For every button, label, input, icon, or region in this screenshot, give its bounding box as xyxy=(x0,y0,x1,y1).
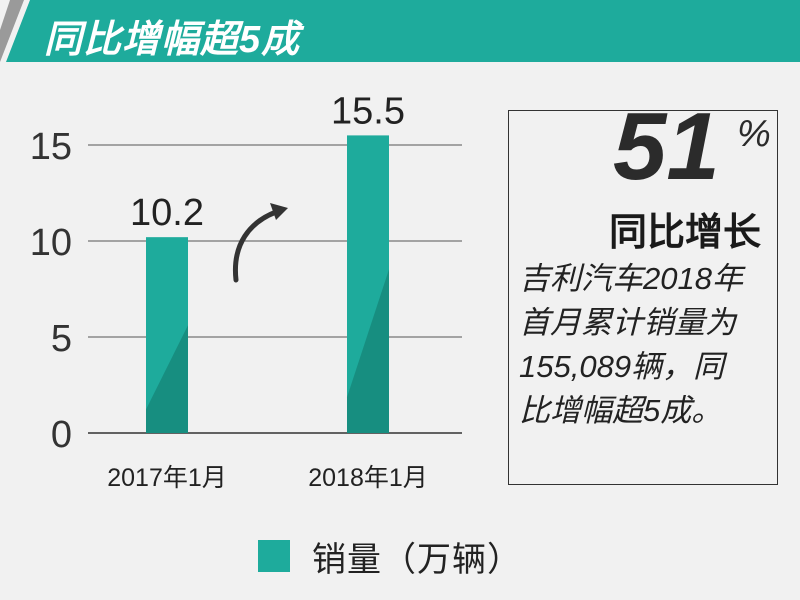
y-tick-label: 0 xyxy=(51,414,72,456)
data-label: 15.5 xyxy=(331,90,405,132)
callout-line: 首月累计销量为 xyxy=(519,305,736,340)
data-labels: 10.2 15.5 xyxy=(130,90,405,234)
legend: 销量（万辆） xyxy=(258,536,522,579)
callout-line: 吉利汽车2018年 xyxy=(519,261,743,296)
chart-title: 同比增幅超5成 xyxy=(44,19,301,61)
callout-description: 吉利汽车2018年 首月累计销量为 155,089辆，同 比增幅超5成。 xyxy=(519,257,771,433)
growth-percentage: 51 xyxy=(613,93,720,200)
callout-line: 比增幅超5成。 xyxy=(519,393,723,428)
x-axis-ticks: 2017年1月 2018年1月 xyxy=(107,464,428,492)
data-label: 10.2 xyxy=(130,192,204,234)
bars xyxy=(146,135,389,433)
percent-sign: % xyxy=(737,113,771,155)
x-tick-label: 2017年1月 xyxy=(107,464,227,492)
x-tick-label: 2018年1月 xyxy=(308,464,428,492)
bar-shade xyxy=(146,325,188,433)
bar-chart: 0 5 10 15 10.2 15.5 2017年1月 2018年1月 xyxy=(30,90,462,492)
grid-lines xyxy=(88,144,462,434)
y-axis-ticks: 0 5 10 15 xyxy=(30,126,72,456)
callout-line: 155,089辆，同 xyxy=(519,349,725,384)
callout-box: 51 % 同比增长 吉利汽车2018年 首月累计销量为 155,089辆，同 比… xyxy=(508,99,778,485)
y-tick-label: 5 xyxy=(51,318,72,360)
header-band xyxy=(0,0,800,62)
header-banner: 同比增幅超5成 xyxy=(0,0,800,62)
y-tick-label: 10 xyxy=(30,222,72,264)
yoy-growth-label: 同比增长 xyxy=(609,212,762,254)
legend-label: 销量（万辆） xyxy=(312,540,522,579)
y-tick-label: 15 xyxy=(30,126,72,168)
bar-shade xyxy=(347,269,389,433)
legend-swatch xyxy=(258,540,290,572)
growth-arrow-icon xyxy=(232,209,279,283)
growth-arrowhead-icon xyxy=(270,203,288,220)
